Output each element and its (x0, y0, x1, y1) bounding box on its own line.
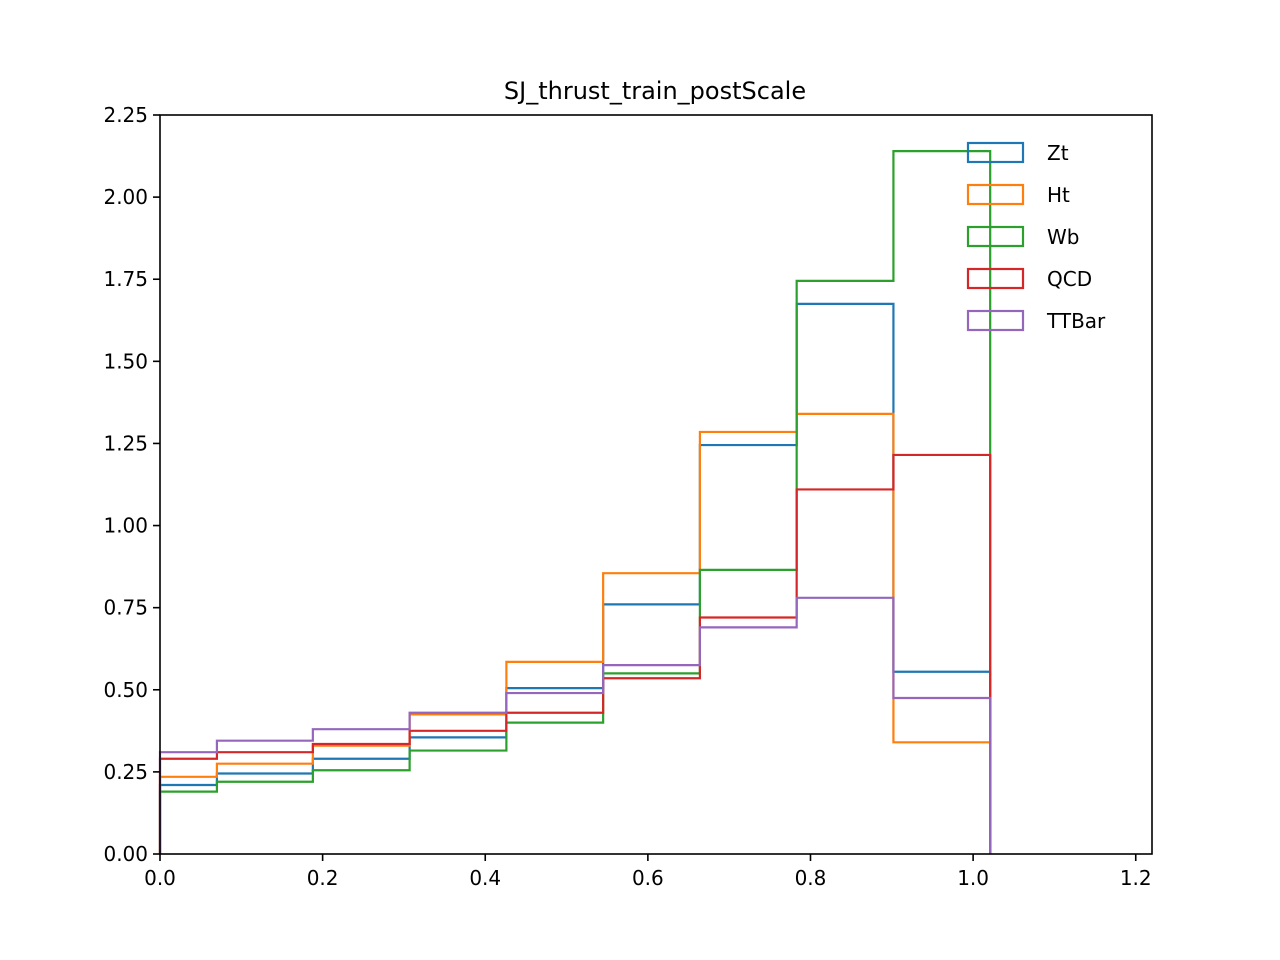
legend-label-wb: Wb (1047, 225, 1079, 249)
plot-frame (159, 114, 1153, 855)
y-tick-label: 1.50 (103, 349, 148, 373)
x-tick-label: 0.4 (469, 866, 501, 890)
series-qcd-step (158, 453, 992, 854)
y-tick-label: 1.75 (103, 267, 148, 291)
chart-title: SJ_thrust_train_postScale (504, 77, 806, 105)
y-tick-label: 1.25 (103, 431, 148, 455)
x-tick-label: 1.2 (1120, 866, 1152, 890)
y-tick-label: 0.50 (103, 678, 148, 702)
y-tick-label: 1.00 (103, 514, 148, 538)
series-layer (158, 150, 992, 854)
y-tick-label: 0.00 (103, 842, 148, 866)
legend-swatch-zt (966, 141, 1025, 164)
legend-swatch-ttbar (966, 309, 1025, 332)
legend: Zt Ht Wb QCD TTBar (966, 141, 1106, 333)
legend-swatch-wb (966, 225, 1025, 248)
series-ttbar-step (158, 596, 992, 854)
legend-swatch-qcd (966, 267, 1025, 290)
y-axis: 0.00 0.25 0.50 0.75 1.00 1.25 1.50 1.75 2.00 2.25 (103, 103, 160, 866)
y-tick-label: 0.75 (103, 596, 148, 620)
x-axis: 0.0 0.2 0.4 0.6 0.8 1.0 1.2 (144, 854, 1152, 890)
legend-label-ht: Ht (1047, 183, 1070, 207)
series-ht-step (158, 412, 992, 854)
x-tick-label: 1.0 (957, 866, 989, 890)
x-tick-label: 0.6 (632, 866, 664, 890)
legend-label-zt: Zt (1047, 141, 1069, 165)
legend-swatch-ht (966, 183, 1025, 206)
y-tick-label: 2.00 (103, 185, 148, 209)
series-zt-step (158, 302, 992, 854)
x-tick-label: 0.2 (307, 866, 339, 890)
legend-label-qcd: QCD (1047, 267, 1092, 291)
legend-label-ttbar: TTBar (1046, 309, 1106, 333)
x-tick-label: 0.0 (144, 866, 176, 890)
y-tick-label: 2.25 (103, 103, 148, 127)
x-tick-label: 0.8 (795, 866, 827, 890)
y-tick-label: 0.25 (103, 760, 148, 784)
series-wb-step (158, 150, 992, 854)
